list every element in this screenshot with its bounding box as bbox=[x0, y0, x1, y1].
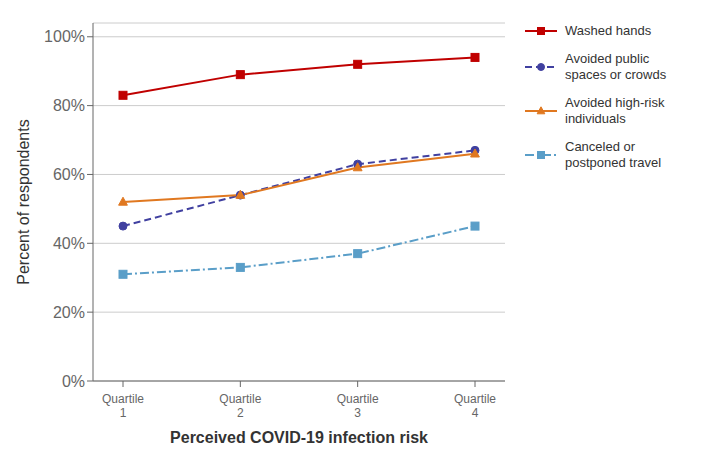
html-text:Avoided high-risk individuals: Avoided high-risk individuals bbox=[565, 95, 665, 126]
svg-text:0%: 0% bbox=[62, 373, 85, 390]
html-text:Avoided public spaces or crowd: Avoided public spaces or crowds bbox=[565, 51, 667, 82]
svg-text:Quartile4: Quartile4 bbox=[454, 392, 496, 420]
svg-text:40%: 40% bbox=[53, 235, 85, 252]
html-text:Canceled or postponed travel: Canceled or postponed travel bbox=[565, 139, 662, 170]
svg-text:80%: 80% bbox=[53, 97, 85, 114]
svg-text:Quartile1: Quartile1 bbox=[102, 392, 144, 420]
svg-text:Perceived COVID-19 infection r: Perceived COVID-19 infection risk bbox=[170, 429, 428, 446]
html-text:Washed hands: Washed hands bbox=[565, 23, 652, 38]
svg-text:Quartile2: Quartile2 bbox=[219, 392, 261, 420]
svg-text:Percent of respondents: Percent of respondents bbox=[15, 119, 32, 284]
svg-text:Quartile3: Quartile3 bbox=[337, 392, 379, 420]
svg-text:100%: 100% bbox=[44, 28, 85, 45]
svg-text:20%: 20% bbox=[53, 304, 85, 321]
svg-text:60%: 60% bbox=[53, 166, 85, 183]
